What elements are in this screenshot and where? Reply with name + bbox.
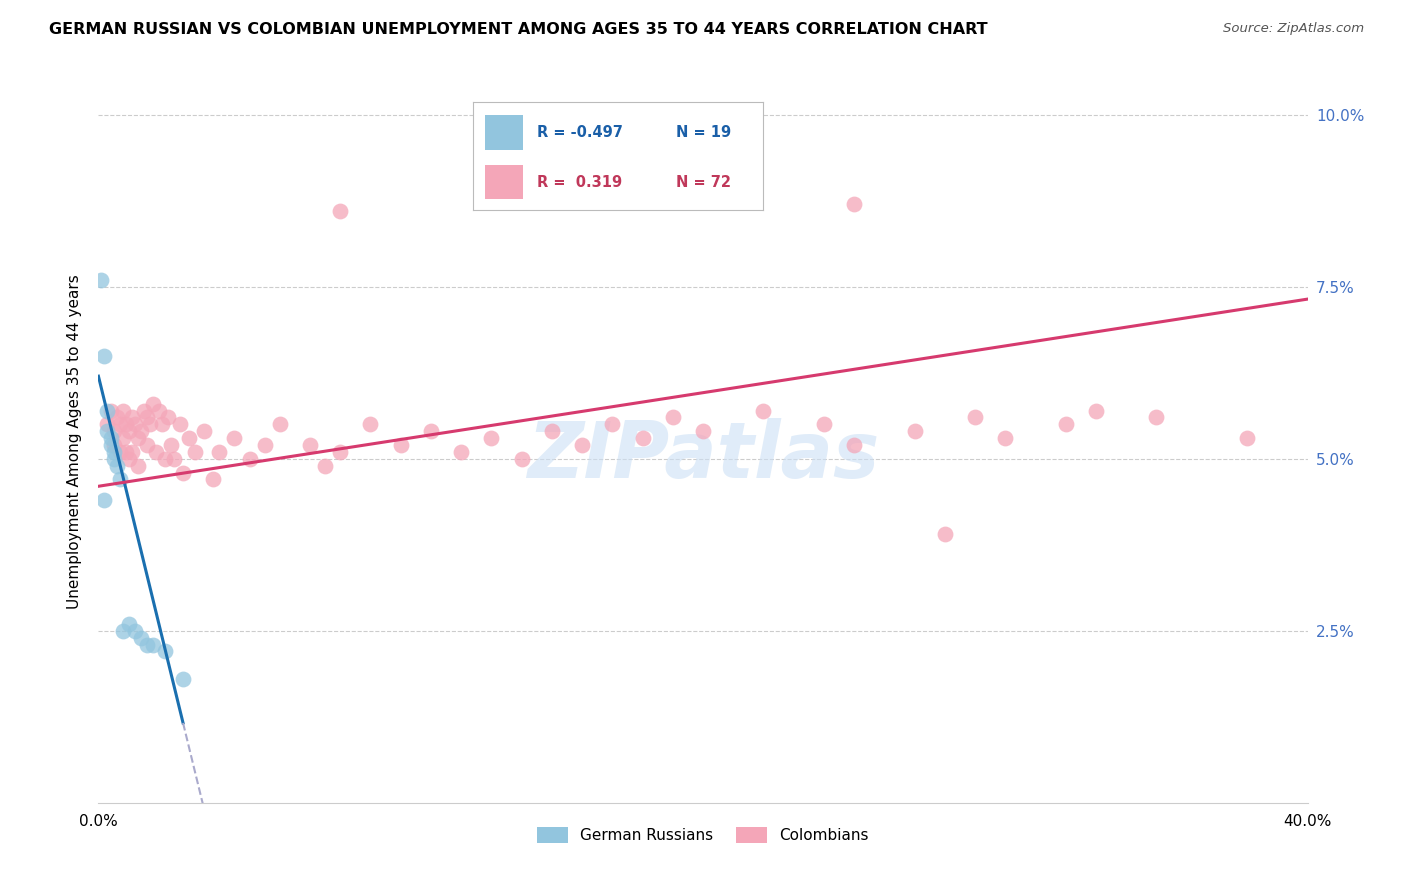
Point: [661, 410, 683, 425]
Point: [844, 197, 866, 211]
Point: [121, 410, 143, 425]
Point: [103, 424, 125, 438]
Point: [93, 493, 115, 508]
Point: [1085, 403, 1108, 417]
Point: [132, 403, 155, 417]
Point: [118, 616, 141, 631]
Point: [184, 445, 207, 459]
Point: [571, 438, 593, 452]
Point: [153, 451, 176, 466]
Point: [253, 438, 276, 452]
Point: [105, 458, 128, 473]
Point: [269, 417, 291, 432]
Text: GERMAN RUSSIAN VS COLOMBIAN UNEMPLOYMENT AMONG AGES 35 TO 44 YEARS CORRELATION C: GERMAN RUSSIAN VS COLOMBIAN UNEMPLOYMENT…: [49, 22, 988, 37]
Point: [1236, 431, 1258, 445]
Point: [904, 424, 927, 438]
Point: [105, 410, 128, 425]
Point: [114, 417, 136, 432]
Point: [169, 417, 191, 432]
Point: [389, 438, 412, 452]
Point: [1054, 417, 1077, 432]
Point: [103, 445, 125, 459]
Point: [100, 403, 122, 417]
Point: [602, 417, 624, 432]
Point: [813, 417, 835, 432]
Point: [93, 349, 115, 363]
Point: [329, 204, 352, 219]
Point: [160, 438, 183, 452]
Point: [965, 410, 987, 425]
Point: [111, 624, 134, 638]
Point: [994, 431, 1017, 445]
Point: [420, 424, 443, 438]
Point: [540, 183, 562, 197]
Point: [96, 403, 118, 417]
Point: [108, 472, 131, 486]
Point: [202, 472, 225, 486]
Point: [934, 527, 956, 541]
Point: [135, 638, 157, 652]
Point: [540, 424, 562, 438]
Point: [108, 445, 131, 459]
Point: [100, 431, 122, 445]
Point: [156, 410, 179, 425]
Point: [142, 638, 165, 652]
Point: [314, 458, 336, 473]
Point: [450, 445, 472, 459]
Point: [129, 424, 152, 438]
Point: [96, 424, 118, 438]
Point: [329, 445, 352, 459]
Point: [90, 273, 112, 287]
Point: [142, 397, 165, 411]
Point: [208, 445, 231, 459]
Point: [172, 466, 194, 480]
Point: [148, 403, 170, 417]
Point: [179, 431, 201, 445]
Point: [124, 417, 146, 432]
Point: [127, 458, 149, 473]
Point: [661, 183, 683, 197]
Point: [752, 403, 775, 417]
Point: [103, 451, 125, 466]
Point: [510, 451, 533, 466]
Point: [100, 438, 122, 452]
Point: [692, 424, 714, 438]
Y-axis label: Unemployment Among Ages 35 to 44 years: Unemployment Among Ages 35 to 44 years: [66, 274, 82, 609]
Point: [124, 624, 146, 638]
Point: [172, 672, 194, 686]
Point: [150, 417, 173, 432]
Point: [299, 438, 322, 452]
Point: [163, 451, 186, 466]
Point: [129, 631, 152, 645]
Point: [111, 431, 134, 445]
Point: [153, 644, 176, 658]
Point: [481, 431, 503, 445]
Point: [127, 431, 149, 445]
Point: [360, 417, 382, 432]
Point: [114, 445, 136, 459]
Point: [135, 438, 157, 452]
Point: [111, 403, 134, 417]
Point: [103, 438, 125, 452]
Text: Source: ZipAtlas.com: Source: ZipAtlas.com: [1223, 22, 1364, 36]
Point: [121, 445, 143, 459]
Point: [193, 424, 215, 438]
Text: ZIPatlas: ZIPatlas: [527, 418, 879, 494]
Point: [118, 451, 141, 466]
Point: [631, 431, 654, 445]
Point: [224, 431, 246, 445]
Point: [118, 424, 141, 438]
Point: [135, 410, 157, 425]
Point: [239, 451, 262, 466]
Point: [96, 417, 118, 432]
Point: [139, 417, 162, 432]
Point: [844, 438, 866, 452]
Legend: German Russians, Colombians: German Russians, Colombians: [531, 822, 875, 849]
Point: [108, 417, 131, 432]
Point: [145, 445, 167, 459]
Point: [1144, 410, 1167, 425]
